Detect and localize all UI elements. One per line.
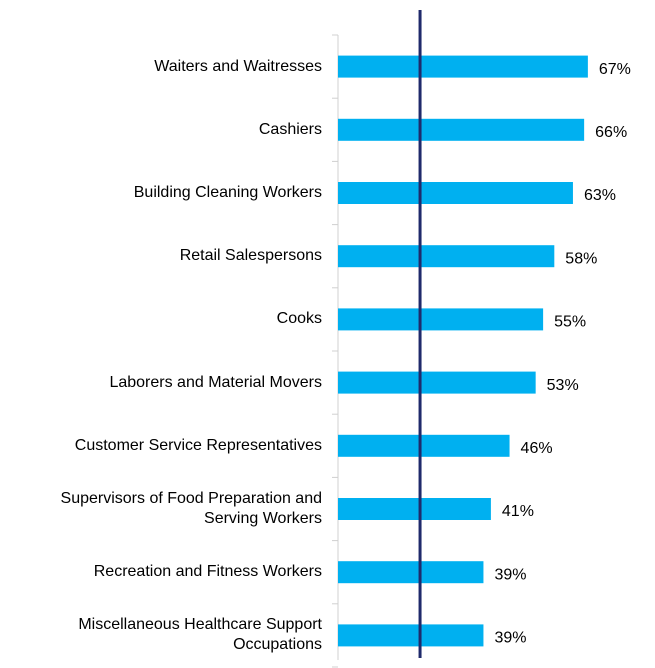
bar <box>338 624 484 647</box>
data-label: 66% <box>595 124 627 141</box>
y-tick-label: Building Cleaning Workers <box>133 184 322 201</box>
data-label: 53% <box>547 377 579 394</box>
data-label: 55% <box>554 314 586 331</box>
y-tick-label: Laborers and Material Movers <box>109 373 322 391</box>
y-tick-label: Retail Salespersons <box>179 247 322 265</box>
bar <box>338 434 510 457</box>
data-label: 67% <box>599 61 631 78</box>
bar <box>338 308 544 331</box>
data-label: 41% <box>502 503 534 520</box>
data-label: 46% <box>521 440 553 457</box>
bar <box>338 498 491 520</box>
y-tick-label: Customer Service Representatives <box>74 436 322 454</box>
data-label: 63% <box>584 187 616 204</box>
y-tick-label: Cashiers <box>258 120 322 138</box>
y-tick-label: Waiters and Waitresses <box>154 57 322 75</box>
bar <box>338 371 536 394</box>
y-tick-label: Cooks <box>276 310 322 328</box>
data-label: 39% <box>494 566 526 583</box>
bar <box>338 118 585 141</box>
y-tick-label: Supervisors of Food Preparation and Serv… <box>60 490 322 527</box>
bar <box>338 182 573 204</box>
data-label: 39% <box>494 630 526 647</box>
y-tick-label: Miscellaneous Healthcare Support Occupat… <box>78 616 322 654</box>
data-label: 58% <box>565 250 597 267</box>
bar <box>338 55 588 78</box>
bar <box>338 245 555 268</box>
bar <box>338 561 484 584</box>
y-tick-label: Recreation and Fitness Workers <box>93 563 322 581</box>
